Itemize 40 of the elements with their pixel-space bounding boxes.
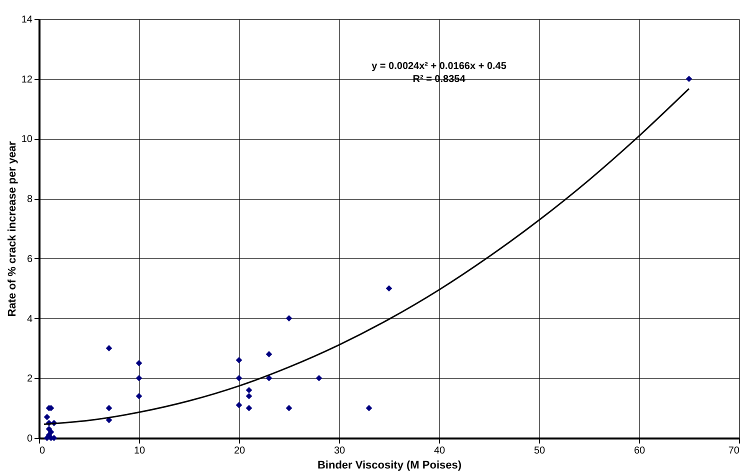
x-tick-label: 10 bbox=[134, 446, 146, 456]
y-tick-label: 0 bbox=[26, 434, 33, 444]
point bbox=[106, 416, 112, 424]
point bbox=[266, 351, 272, 358]
point bbox=[386, 285, 392, 292]
point bbox=[236, 374, 242, 382]
point bbox=[246, 404, 252, 412]
y-tick-label: 10 bbox=[21, 134, 33, 146]
point bbox=[316, 374, 322, 382]
x-tick-label: 0 bbox=[40, 446, 46, 456]
x-tick-label: 60 bbox=[634, 446, 646, 456]
y-axis-title: Rate of % crack increase per year bbox=[6, 140, 18, 317]
point bbox=[136, 374, 142, 382]
point bbox=[266, 374, 272, 382]
y-tick-label: 14 bbox=[21, 14, 33, 26]
x-tick-label: 20 bbox=[234, 446, 246, 456]
point bbox=[236, 402, 242, 408]
x-tick-label: 50 bbox=[534, 446, 546, 456]
point bbox=[136, 360, 142, 366]
y-tick-label: 8 bbox=[26, 194, 33, 206]
x-tick-label: 30 bbox=[334, 446, 346, 456]
y-tick-label: 2 bbox=[26, 374, 33, 385]
point bbox=[246, 392, 252, 400]
point bbox=[286, 315, 292, 322]
point bbox=[136, 392, 142, 400]
point bbox=[366, 404, 372, 412]
y-tick-label: 12 bbox=[21, 74, 33, 86]
x-tick-label: 70 bbox=[728, 446, 740, 456]
y-tick-label: 4 bbox=[26, 314, 33, 325]
line-series bbox=[43, 88, 690, 425]
x-axis-title: Binder Viscosity (M Poises) bbox=[317, 460, 462, 472]
point bbox=[686, 76, 692, 82]
point bbox=[106, 345, 112, 352]
point bbox=[236, 357, 242, 364]
point bbox=[106, 404, 112, 412]
point bbox=[286, 404, 292, 412]
point bbox=[44, 414, 50, 420]
y-tick-label: 6 bbox=[26, 254, 33, 265]
x-tick-label: 40 bbox=[434, 446, 446, 456]
point bbox=[246, 386, 252, 394]
